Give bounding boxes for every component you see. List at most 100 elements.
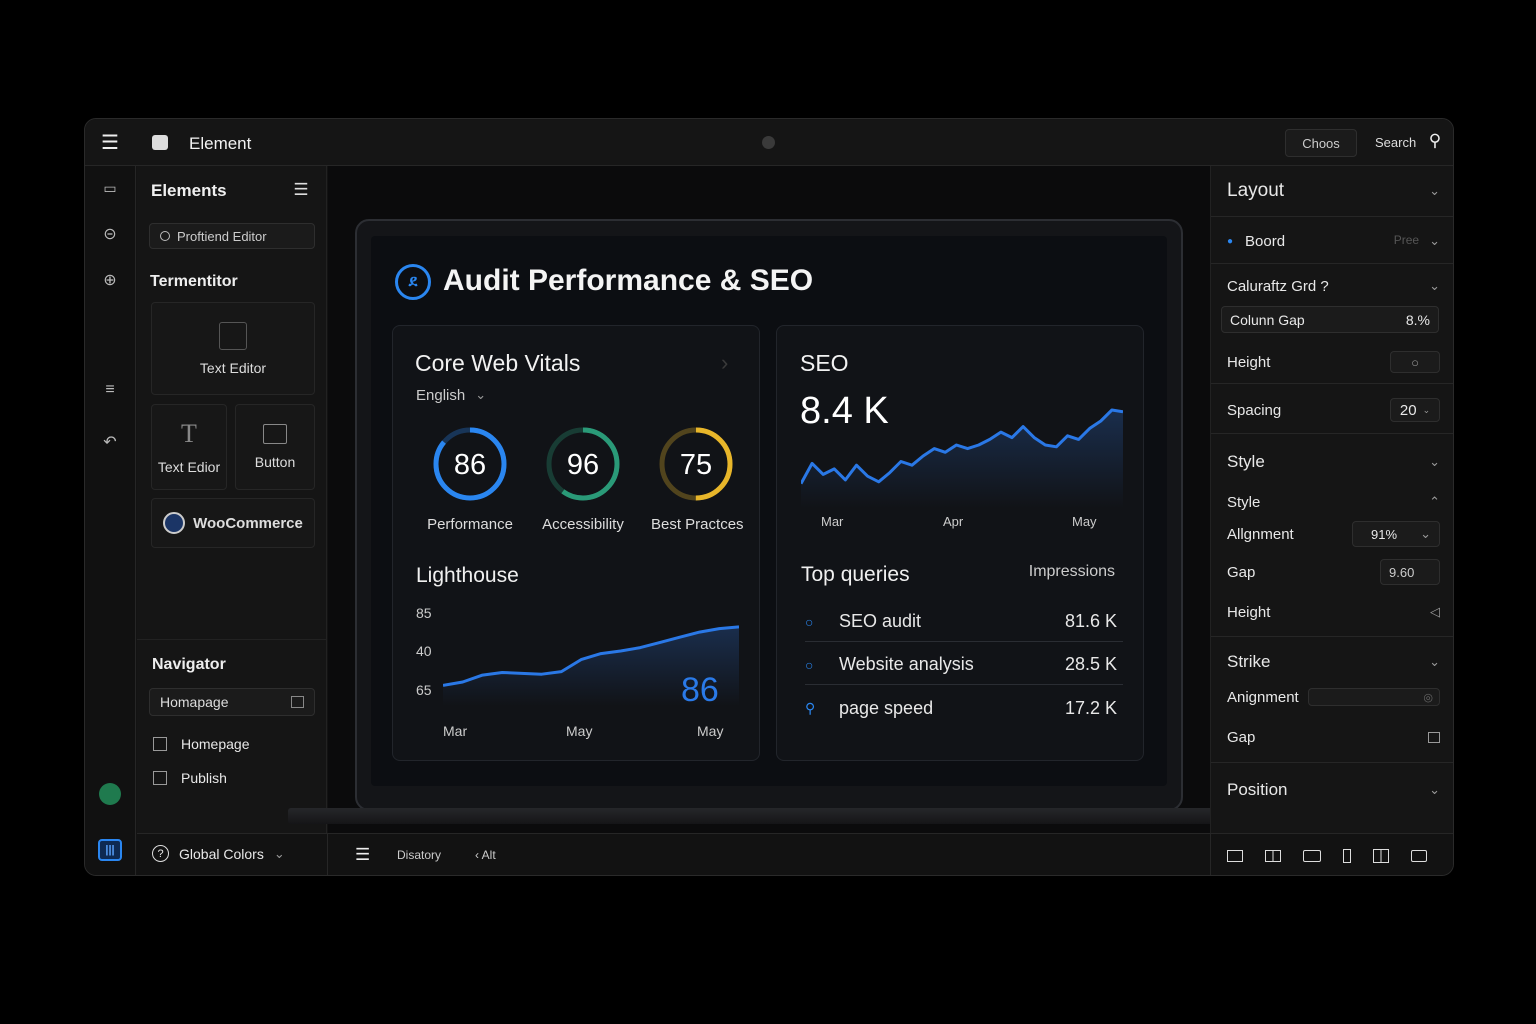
panel-menu-icon[interactable]: ☰ — [293, 180, 309, 199]
widget-label: Text Editor — [199, 359, 267, 376]
boord-row[interactable]: ● Boord Pree ⌄ — [1211, 226, 1453, 256]
alignment-select[interactable]: 91% ⌄ — [1352, 521, 1440, 547]
style-row[interactable]: Style ⌃ — [1211, 490, 1453, 514]
lighthouse-title: Lighthouse — [416, 564, 519, 587]
icon-rail: ▭ ⊝ ⊕ ≡ ↶ ||| — [85, 166, 136, 875]
alignment-row: Allgnment 91% ⌄ — [1211, 520, 1453, 548]
spacing-input[interactable]: 20 ⌄ — [1390, 398, 1440, 422]
seo-chart — [801, 408, 1123, 508]
query-row[interactable]: ⚲ page speed 17.2 K — [805, 688, 1123, 728]
gap2-row: Gap — [1211, 724, 1453, 750]
widget-text-editor[interactable]: Text Editor — [151, 302, 315, 395]
style-section[interactable]: Style ⌄ — [1211, 448, 1453, 476]
height-input[interactable]: ○ — [1390, 351, 1440, 373]
columns-view-icon[interactable] — [1373, 849, 1389, 863]
widget-button[interactable]: Button — [235, 404, 315, 490]
choose-button[interactable]: Choos — [1285, 129, 1357, 157]
divider — [1210, 834, 1211, 875]
query-value: 81.6 K — [1064, 611, 1117, 631]
divider — [1211, 433, 1453, 434]
row-value: 8.% — [1405, 311, 1430, 328]
position-section[interactable]: Position ⌄ — [1211, 776, 1453, 804]
row-label: Anignment — [1227, 688, 1299, 706]
chevron-down-icon: ⌄ — [475, 387, 487, 402]
x-tick: Mar — [443, 723, 468, 739]
layout-section[interactable]: Layout ⌄ — [1211, 176, 1453, 206]
section-title: Termentitor — [150, 273, 238, 290]
seo-value: 8.4 K — [800, 390, 889, 432]
dashboard-title: Audit Performance & SEO — [443, 264, 814, 297]
page-select[interactable]: Homapage — [149, 688, 315, 716]
split-view-icon[interactable] — [1265, 850, 1281, 862]
score-value: 75 — [680, 449, 712, 481]
menu-icon[interactable]: ☰ — [355, 845, 371, 864]
row-value: Pree — [1393, 233, 1420, 247]
query-value: 28.5 K — [1064, 654, 1117, 674]
anignment-row: Anignment ◎ — [1211, 684, 1453, 710]
layout-icon[interactable]: ▭ — [103, 179, 117, 196]
undo-icon[interactable]: ↶ — [103, 434, 117, 451]
score-0: 86 Performance — [425, 424, 515, 533]
nav-item-homepage[interactable]: Homepage — [153, 736, 250, 752]
bottom-item-disatory[interactable]: Disatory — [397, 848, 442, 862]
circle-icon: ○ — [805, 613, 814, 630]
nav-item-publish[interactable]: Publish — [153, 770, 227, 786]
row-label: Caluraftz Grd ? — [1227, 277, 1329, 295]
tablet-landscape-icon[interactable] — [1303, 850, 1321, 862]
search-icon[interactable]: ⚲ — [1428, 131, 1442, 150]
x-tick: Mar — [821, 514, 844, 529]
search-label[interactable]: Search — [1375, 135, 1417, 150]
text-editor-icon — [219, 321, 247, 350]
monitor-view-icon[interactable] — [1411, 850, 1427, 862]
button-icon — [263, 424, 287, 444]
strike-section[interactable]: Strike ⌄ — [1211, 648, 1453, 676]
chevron-down-icon: ⌄ — [1422, 404, 1431, 415]
section-title: Position — [1227, 780, 1288, 799]
list-icon[interactable]: ≡ — [105, 381, 115, 398]
anignment-slider[interactable]: ◎ — [1308, 688, 1440, 706]
chevron-right-icon[interactable]: › — [721, 350, 729, 375]
mobile-view-icon[interactable] — [1343, 849, 1351, 863]
menu-icon[interactable]: ☰ — [101, 131, 119, 154]
score-ring: 96 — [546, 427, 620, 501]
query-row[interactable]: ○ Website analysis 28.5 K — [805, 645, 1123, 685]
bottom-bar: ? Global Colors ⌄ ☰ Disatory ‹ Alt — [137, 833, 1453, 875]
widget-woocommerce[interactable]: WooCommerce — [151, 498, 315, 548]
impressions-header: Impressions — [1028, 563, 1115, 580]
column-gap-input[interactable]: Colunn Gap 8.% — [1221, 306, 1439, 333]
score-ring: 75 — [659, 427, 733, 501]
element-search-input[interactable]: Proftiend Editor — [149, 223, 315, 249]
gap-input[interactable]: 9.60 — [1380, 559, 1440, 585]
widget-text-editor-2[interactable]: T Text Edior — [151, 404, 227, 490]
core-web-vitals-card: Core Web Vitals › English ⌄ 86 Performance… — [392, 325, 760, 761]
help-icon: ? — [152, 845, 169, 862]
chevron-down-icon: ⌄ — [1429, 782, 1440, 797]
bottom-item-alt[interactable]: ‹ Alt — [475, 848, 496, 862]
minus-circle-icon[interactable]: ⊝ — [103, 226, 117, 243]
grid-row[interactable]: Caluraftz Grd ? ⌄ — [1211, 271, 1453, 301]
language-select[interactable]: English ⌄ — [416, 387, 486, 404]
lighthouse-value: 86 — [681, 671, 719, 709]
score-label: Accessibility — [542, 516, 624, 533]
divider — [1211, 216, 1453, 217]
globe-icon[interactable] — [99, 783, 121, 805]
divider — [1211, 263, 1453, 264]
triangle-left-icon[interactable]: ◁ — [1430, 604, 1440, 619]
query-row[interactable]: ○ SEO audit 81.6 K — [805, 602, 1123, 642]
lighthouse-area — [443, 626, 739, 706]
row-label: Style — [1227, 493, 1261, 511]
ring-fill — [546, 427, 620, 501]
divider — [1211, 762, 1453, 763]
global-colors-button[interactable]: ? Global Colors ⌄ — [152, 845, 285, 862]
widget-label: Button — [254, 454, 296, 470]
panel-icon[interactable] — [1428, 731, 1440, 743]
add-circle-icon[interactable]: ⊕ — [103, 272, 117, 289]
desktop-view-icon[interactable] — [1227, 850, 1243, 862]
brand-logo-icon[interactable]: ||| — [98, 839, 122, 861]
chevron-up-icon: ⌃ — [1429, 494, 1440, 509]
lighthouse-line — [443, 625, 739, 687]
settings-panel: Layout ⌄ ● Boord Pree ⌄ Caluraftz Grd ? ⌄ Col… — [1210, 166, 1453, 833]
score-value: 96 — [567, 449, 599, 481]
query-value: 17.2 K — [1064, 697, 1117, 718]
row-label: Gap — [1227, 728, 1256, 746]
